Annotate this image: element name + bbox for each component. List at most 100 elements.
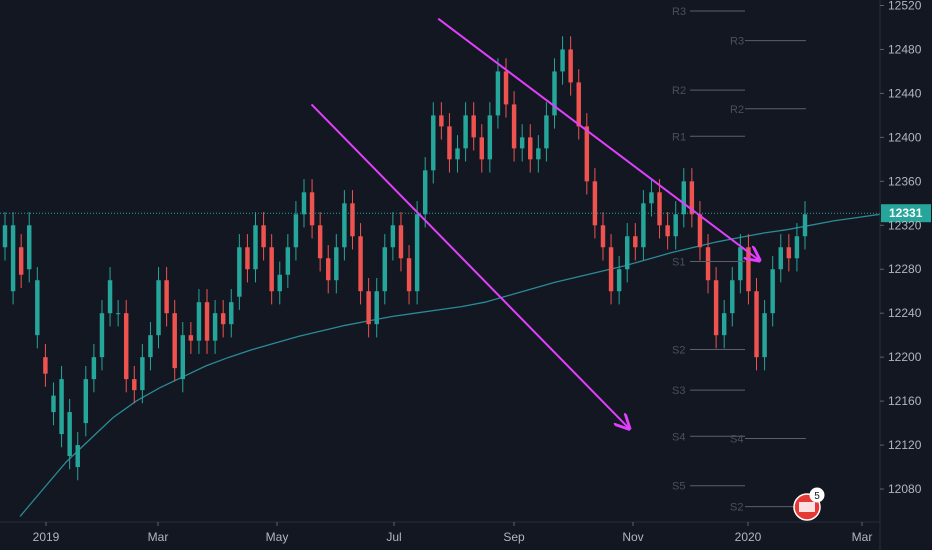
candle-body <box>67 412 72 457</box>
candle-body <box>342 203 347 248</box>
candle-body <box>536 148 541 160</box>
candle-body <box>625 236 630 270</box>
pivots-group: R3 R3 R2 R2 R1 S1 S2 S3 S4 S4 S5 S2 <box>672 6 806 514</box>
current-price-label: 12331 <box>889 206 923 220</box>
candle-body <box>253 225 258 270</box>
pivot-label: S5 <box>672 481 685 493</box>
candle-body <box>649 192 654 204</box>
candle-body <box>115 313 121 315</box>
candle-body <box>447 126 452 160</box>
y-tick-label: 12360 <box>888 174 922 188</box>
pivot-label: S3 <box>672 385 685 397</box>
candle-body <box>519 137 525 149</box>
candle-body <box>196 302 202 341</box>
candle-body <box>713 280 719 336</box>
pivot-label: R2 <box>672 85 686 97</box>
candle-body <box>366 291 371 325</box>
candle-body <box>27 225 32 270</box>
candle-body <box>616 269 622 292</box>
candle-body <box>705 247 711 281</box>
x-tick-label: May <box>266 530 289 544</box>
candle-body <box>487 115 493 160</box>
pivot-label: S2 <box>730 502 743 514</box>
candle-body <box>730 280 735 314</box>
x-tick-label: Sep <box>503 530 525 544</box>
events-count-badge <box>809 487 825 503</box>
candle-body <box>285 247 291 275</box>
candle-body <box>762 313 767 358</box>
candle-body <box>422 170 428 215</box>
candle-body <box>83 379 89 424</box>
moving-average-group <box>19 213 881 517</box>
candle-body <box>51 395 56 413</box>
x-tick-label: 2020 <box>735 530 762 544</box>
candle-body <box>261 225 266 248</box>
candle-body <box>697 214 703 248</box>
pivot-label: R2 <box>730 104 744 116</box>
candle-body <box>156 280 161 336</box>
candle-body <box>746 247 751 292</box>
y-tick-label: 12240 <box>888 306 922 320</box>
candle-body <box>455 148 460 160</box>
candle-body <box>657 192 662 226</box>
candle-body <box>245 247 250 270</box>
candle-body <box>2 225 8 248</box>
candle-body <box>552 71 557 116</box>
candle-body <box>180 335 185 380</box>
candle-body <box>390 225 396 248</box>
candle-body <box>641 203 646 248</box>
candle-body <box>358 236 363 292</box>
candle-body <box>802 214 808 237</box>
candle-body <box>140 357 145 391</box>
pivot-label: R3 <box>672 6 686 18</box>
candle-body <box>220 313 226 325</box>
channel-lower-line[interactable] <box>310 103 630 428</box>
candle-body <box>576 82 581 127</box>
candle-body <box>673 214 678 237</box>
moving-average-line <box>19 213 881 517</box>
candle-body <box>633 236 638 248</box>
candle-body <box>75 445 80 468</box>
candle-body <box>269 247 274 292</box>
channel-group <box>310 17 760 429</box>
price-line-group: 12331 <box>0 204 931 223</box>
candle-body <box>560 49 565 72</box>
y-tick-label: 12280 <box>888 262 922 276</box>
candle-body <box>277 274 282 292</box>
candle-body <box>608 247 614 292</box>
pivot-label: S4 <box>730 433 743 445</box>
candle-body <box>770 269 775 314</box>
y-tick-label: 12160 <box>888 394 922 408</box>
candle-body <box>148 335 153 358</box>
pivot-label: S1 <box>672 257 685 269</box>
y-tick-label: 12400 <box>888 130 922 144</box>
candle-body <box>778 247 783 270</box>
candle-body <box>374 291 379 325</box>
y-tick-label: 12120 <box>888 438 922 452</box>
pivot-label: S4 <box>672 431 685 443</box>
candle-body <box>786 247 792 259</box>
x-tick-label: 2019 <box>33 530 60 544</box>
candle-body <box>35 280 40 336</box>
x-tick-label: Mar <box>148 530 169 544</box>
current-price-label-bg <box>881 204 931 223</box>
candle-body <box>229 302 234 325</box>
candle-body <box>414 214 420 292</box>
events-badge-group: 5 <box>793 487 825 521</box>
x-tick-label: Mar <box>852 530 873 544</box>
candle-body <box>91 357 97 380</box>
candle-body <box>107 280 113 314</box>
y-tick-label: 12440 <box>888 86 922 100</box>
candle-body <box>10 225 16 292</box>
candle-body <box>398 225 404 259</box>
candle-body <box>350 203 355 237</box>
candle-body <box>544 115 549 149</box>
candle-body <box>495 71 501 116</box>
candle-body <box>406 258 412 292</box>
candle-body <box>592 181 598 226</box>
candle-body <box>301 192 307 215</box>
candle-body <box>431 115 436 171</box>
channel-upper-line[interactable] <box>437 17 759 261</box>
